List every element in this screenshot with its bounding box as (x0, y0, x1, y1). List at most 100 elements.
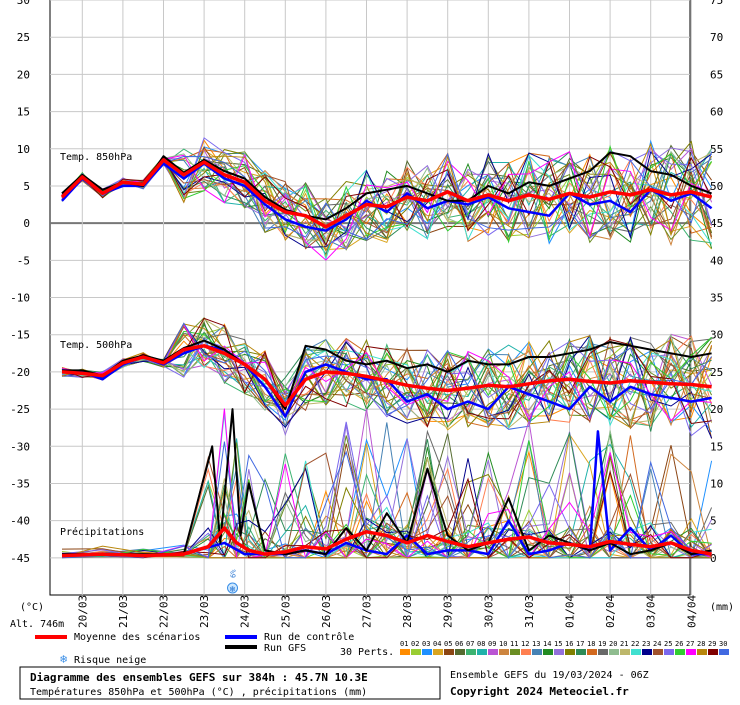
pert-color-chip (532, 649, 542, 655)
pert-number-label: 21 (620, 640, 628, 648)
pert-line-500hPa-28 (61, 323, 713, 429)
right-tick-label: 50 (710, 180, 723, 193)
left-tick-label: -5 (17, 254, 30, 267)
pert-number-label: 30 (719, 640, 727, 648)
pert-color-chip (433, 649, 443, 655)
left-tick-label: -35 (10, 477, 30, 490)
x-tick-label: 20/03 (76, 595, 89, 628)
legend-perts-label: 30 Perts. (340, 647, 394, 658)
x-tick-label: 27/03 (361, 595, 374, 628)
right-tick-label: 45 (710, 217, 723, 230)
pert-number-label: 17 (576, 640, 584, 648)
legend-control-label: Run de contrôle (264, 631, 354, 643)
right-tick-label: 15 (710, 440, 723, 453)
pert-color-chip (499, 649, 509, 655)
pert-color-chip (653, 649, 663, 655)
pert-color-chip (422, 649, 432, 655)
x-tick-label: 22/03 (158, 595, 171, 628)
pert-color-chip (510, 649, 520, 655)
x-tick-label: 04/04 (685, 595, 698, 628)
pert-number-label: 05 (444, 640, 452, 648)
right-tick-label: 40 (710, 254, 723, 267)
pert-color-chip (631, 649, 641, 655)
pert-number-label: 29 (708, 640, 716, 648)
left-tick-label: -45 (10, 552, 30, 565)
pert-line-precip-30 (61, 441, 712, 560)
pert-color-chip (521, 649, 531, 655)
pert-number-label: 07 (466, 640, 474, 648)
x-tick-label: 02/04 (604, 595, 617, 628)
pert-number-label: 04 (433, 640, 441, 648)
x-tick-label: 30/03 (482, 595, 495, 628)
pert-line-precip-23 (61, 458, 712, 560)
pert-color-chip (642, 649, 652, 655)
left-tick-label: -10 (10, 292, 30, 305)
pert-color-chip (686, 649, 696, 655)
pert-line-850hPa-27 (61, 150, 712, 261)
series-line-850hPa (60, 158, 713, 229)
left-tick-label: -30 (10, 440, 30, 453)
pert-number-label: 10 (499, 640, 507, 648)
pert-number-label: 08 (477, 640, 485, 648)
right-tick-label: 20 (710, 403, 723, 416)
x-tick-label: 26/03 (320, 595, 333, 628)
x-tick-label: 01/04 (564, 595, 577, 628)
left-tick-label: 25 (17, 31, 30, 44)
pert-number-label: 27 (686, 640, 694, 648)
pert-number-label: 18 (587, 640, 595, 648)
x-tick-label: 23/03 (198, 595, 211, 628)
pert-color-chip (620, 649, 630, 655)
copyright-label: Copyright 2024 Meteociel.fr (450, 685, 629, 698)
pert-color-chip (565, 649, 575, 655)
title-box (19, 666, 441, 700)
pert-color-chip (719, 649, 729, 655)
pert-number-label: 25 (664, 640, 672, 648)
pert-color-chip (576, 649, 586, 655)
right-tick-label: 30 (710, 329, 723, 342)
pert-number-label: 20 (609, 640, 617, 648)
pert-color-chip (400, 649, 410, 655)
x-tick-label: 21/03 (117, 595, 130, 628)
pert-color-chip (708, 649, 718, 655)
right-tick-label: 0 (710, 552, 717, 565)
series-line-850hPa (61, 162, 713, 232)
series-line-850hPa (61, 151, 712, 221)
right-tick-label: 60 (710, 106, 723, 119)
pert-number-label: 28 (697, 640, 705, 648)
right-tick-label: 65 (710, 68, 723, 81)
pert-number-label: 19 (598, 640, 606, 648)
legend-snow-icon: ❄ (60, 652, 67, 666)
right-tick-label: 10 (710, 477, 723, 490)
pert-color-chip (466, 649, 476, 655)
pert-number-label: 24 (653, 640, 661, 648)
pert-number-label: 09 (488, 640, 496, 648)
pert-color-chip (675, 649, 685, 655)
label-t500: Temp. 500hPa (60, 340, 132, 351)
x-tick-label: 31/03 (523, 595, 536, 628)
left-tick-label: -25 (10, 403, 30, 416)
pert-color-chip (664, 649, 674, 655)
pert-line-precip-01 (61, 450, 712, 560)
right-unit-label: (mm) (710, 602, 734, 613)
pert-color-chip (697, 649, 707, 655)
left-tick-label: 15 (17, 106, 30, 119)
pert-color-chip (554, 649, 564, 655)
chart-subtitle: Températures 850hPa et 500hPa (°C) , pré… (30, 686, 367, 698)
pert-number-label: 14 (543, 640, 551, 648)
pert-color-chip (444, 649, 454, 655)
left-tick-label: 10 (17, 143, 30, 156)
pert-line-500hPa-30 (61, 322, 713, 430)
pert-number-label: 13 (532, 640, 540, 648)
pert-color-chip (455, 649, 465, 655)
left-unit-label: (°C) (20, 602, 44, 613)
legend-mean-label: Moyenne des scénarios (74, 631, 200, 643)
run-info-label: Ensemble GEFS du 19/03/2024 - 06Z (450, 670, 649, 681)
x-tick-label: 29/03 (442, 595, 455, 628)
pert-line-850hPa-20 (61, 148, 713, 246)
label-t850: Temp. 850hPa (60, 152, 132, 163)
left-tick-label: 30 (17, 0, 30, 7)
pert-color-chip (488, 649, 498, 655)
right-tick-label: 70 (710, 31, 723, 44)
snow-marker-icon (227, 582, 239, 594)
right-tick-label: 35 (710, 292, 723, 305)
